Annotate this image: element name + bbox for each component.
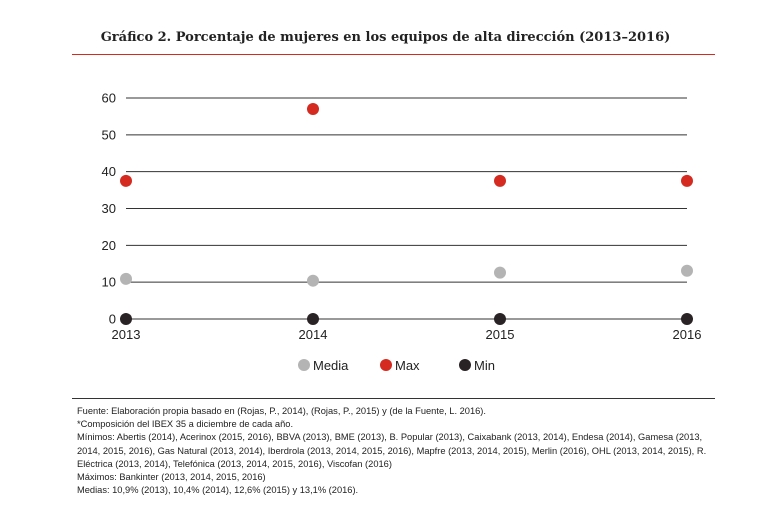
x-tick-label: 2015 [486,327,515,342]
point-max [681,174,693,187]
point-max [120,174,132,187]
point-media [307,274,319,287]
legend: Media Max Min [298,358,495,373]
note-source: Fuente: Elaboración propia basado en (Ro… [77,406,486,416]
y-axis-ticks: 0 10 20 30 40 50 60 [102,91,116,327]
y-tick-label: 0 [109,312,116,327]
point-min [307,313,319,325]
point-min [120,313,132,325]
y-tick-label: 40 [102,164,116,179]
chart-title: Gráfico 2. Porcentaje de mujeres en los … [100,30,671,45]
y-tick-label: 20 [102,238,116,253]
point-media [120,272,132,285]
notes-divider [72,398,715,399]
data-points [120,103,693,325]
point-min [494,313,506,325]
note-maximos: Máximos: Bankinter (2013, 2014, 2015, 20… [77,472,266,483]
legend-label-max: Max [395,358,420,373]
note-minimos: Mínimos: Abertis (2014), Acerinox (2015,… [77,432,707,469]
legend-marker-min [459,359,471,371]
y-tick-label: 30 [102,201,116,216]
x-tick-label: 2013 [112,327,141,342]
gridlines [126,97,687,320]
source-notes: Fuente: Elaboración propia basado en (Ro… [77,405,717,497]
x-tick-label: 2016 [673,327,702,342]
point-max [307,103,319,116]
legend-label-min: Min [474,358,495,373]
legend-marker-max [380,359,392,371]
x-tick-label: 2014 [299,327,328,342]
legend-marker-media [298,359,310,371]
y-tick-label: 10 [102,275,116,290]
point-media [681,264,693,277]
point-media [494,266,506,279]
x-axis-ticks: 2013 2014 2015 2016 [112,327,702,342]
note-composition: *Composición del IBEX 35 a diciembre de … [77,419,294,430]
title-divider [72,54,715,55]
y-tick-label: 60 [102,91,116,106]
legend-label-media: Media [313,358,349,373]
point-max [494,174,506,187]
note-medias: Medias: 10,9% (2013), 10,4% (2014), 12,6… [77,485,359,496]
y-tick-label: 50 [102,127,116,142]
point-min [681,313,693,325]
